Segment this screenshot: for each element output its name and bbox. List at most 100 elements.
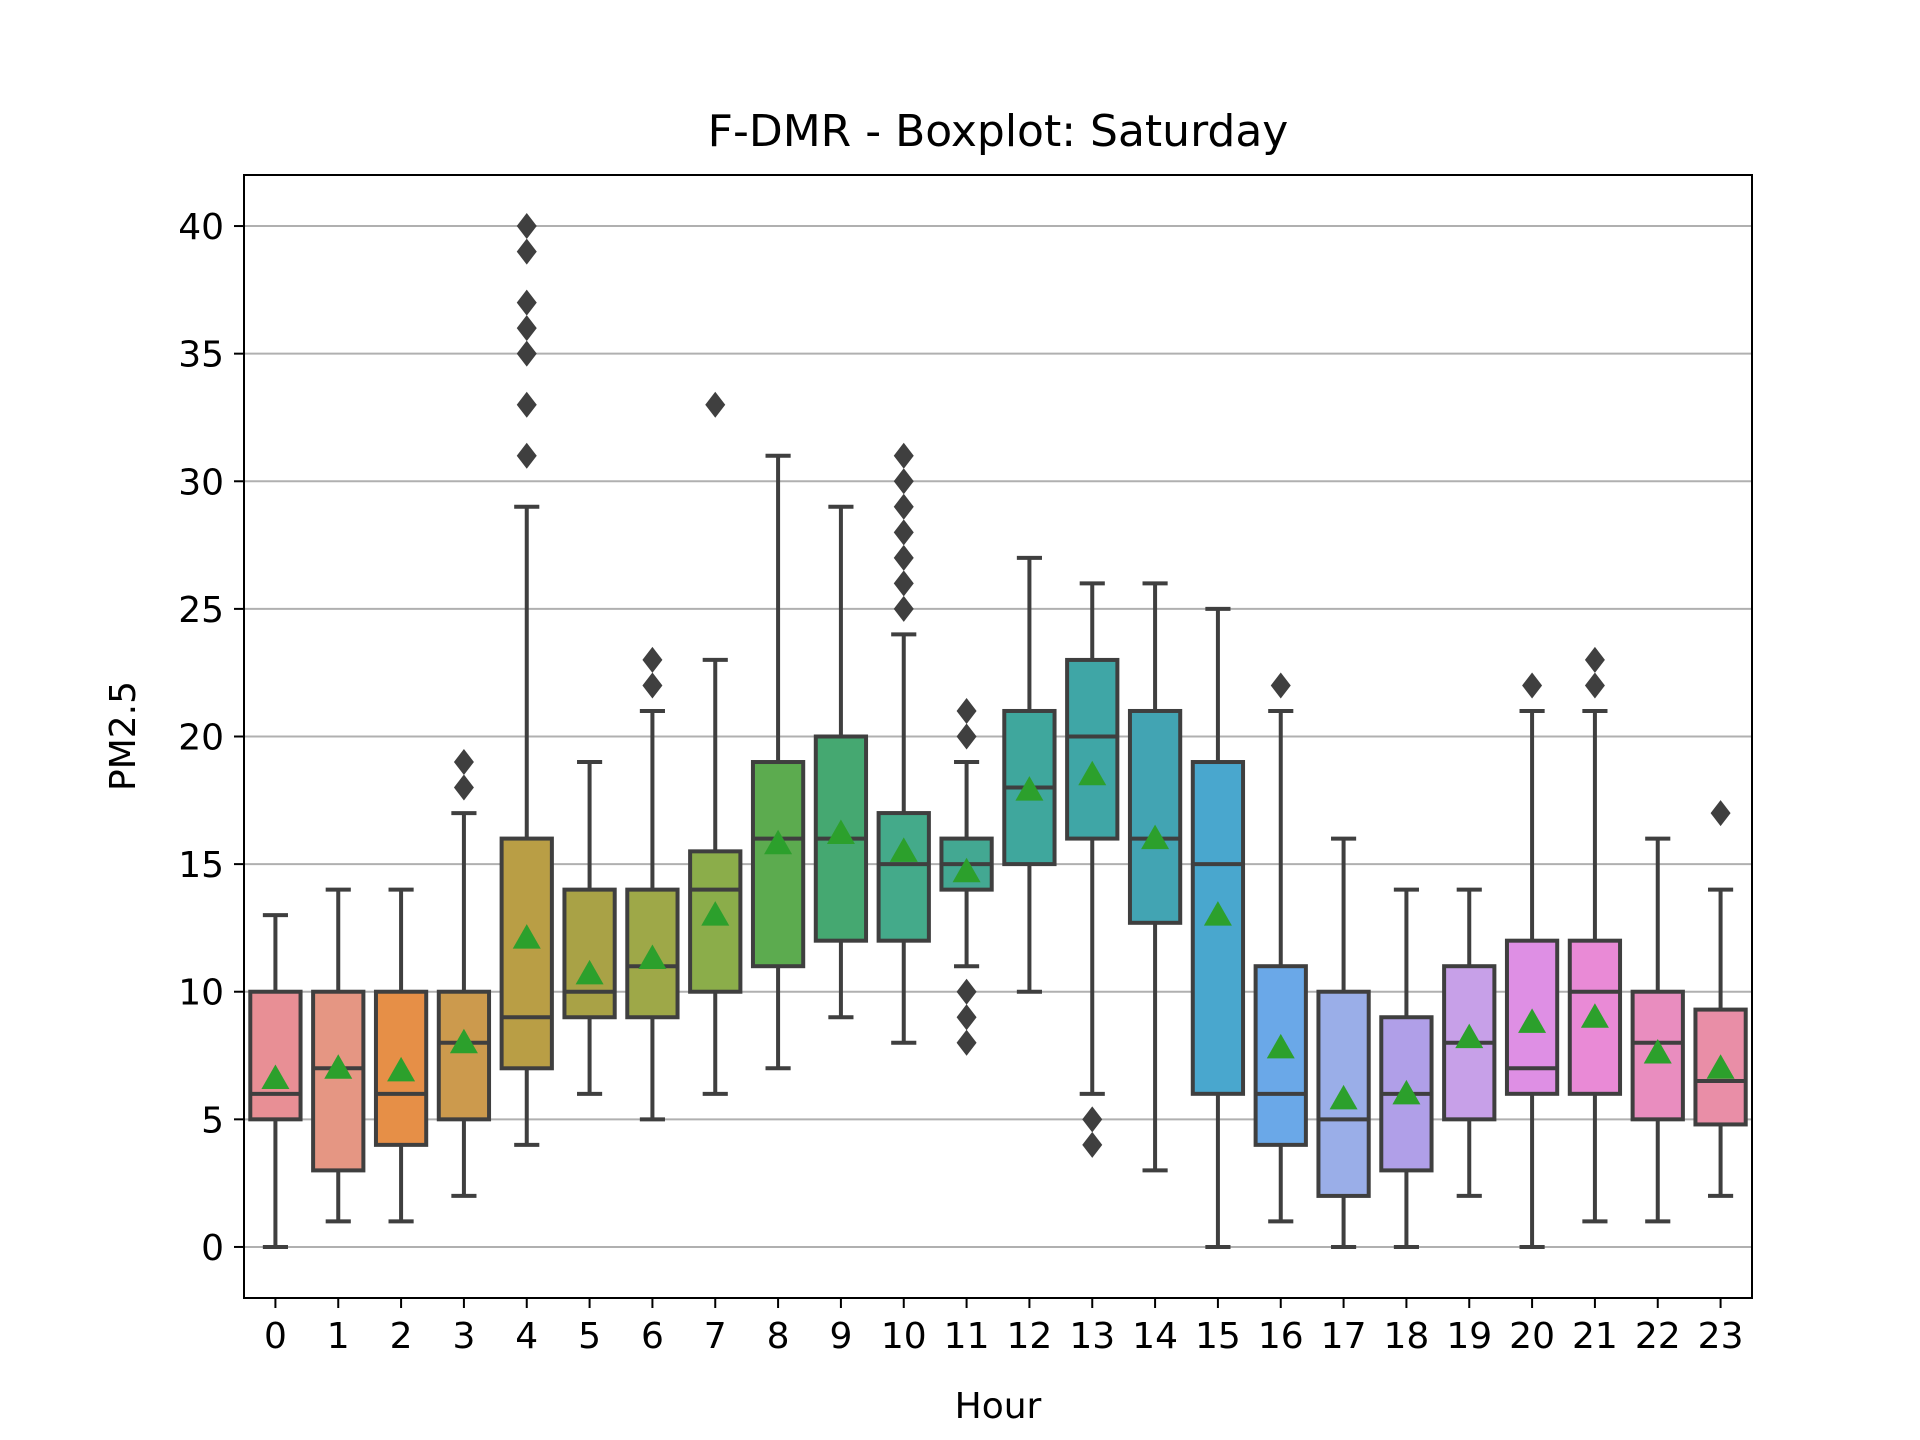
outlier-point: [893, 493, 914, 520]
mean-marker: [1329, 1084, 1358, 1110]
mean-marker: [1706, 1054, 1735, 1079]
x-tick-label: 2: [390, 1316, 413, 1357]
box-hour-7: [688, 391, 743, 1096]
box-iqr: [311, 989, 366, 1173]
mean-marker: [261, 1064, 290, 1090]
y-tick-label: 40: [178, 207, 224, 248]
mean-marker: [1643, 1038, 1672, 1064]
x-tick-label: 19: [1446, 1316, 1492, 1357]
box-hour-14: [1127, 581, 1183, 1173]
box-iqr: [750, 760, 806, 969]
chart-title: F-DMR - Boxplot: Saturday: [708, 106, 1289, 157]
box-iqr: [436, 989, 492, 1122]
box-hour-8: [750, 453, 806, 1071]
x-tick-label: 10: [881, 1316, 927, 1357]
box-layer: [248, 213, 1748, 1249]
x-tick-label: 16: [1258, 1316, 1304, 1357]
box-hour-23: [1693, 800, 1748, 1198]
outlier-point: [516, 340, 537, 367]
y-tick-label: 20: [178, 718, 224, 759]
outlier-point: [893, 468, 914, 495]
x-tick-label: 20: [1509, 1316, 1555, 1357]
x-tick-label: 13: [1069, 1316, 1115, 1357]
outlier-point: [1710, 800, 1731, 827]
mean-marker: [449, 1028, 478, 1054]
box-hour-19: [1442, 887, 1497, 1198]
mean-marker: [764, 829, 793, 855]
mean-marker: [1392, 1079, 1421, 1105]
box-hour-13: [1065, 581, 1120, 1158]
outlier-point: [516, 315, 537, 342]
mean-marker: [1141, 824, 1170, 850]
outlier-point: [893, 595, 914, 622]
y-tick-label: 30: [178, 462, 224, 503]
box-hour-18: [1379, 887, 1434, 1249]
y-tick-label: 35: [178, 335, 224, 376]
x-axis-ticks: 0 1 2 3 4 5 6 7 8 9 10 11 12 13 14 15 16 17 18 19 20 21 22 23: [264, 1298, 1743, 1357]
mean-marker: [1203, 901, 1232, 926]
outlier-point: [956, 978, 977, 1005]
x-tick-label: 4: [515, 1316, 538, 1357]
mean-marker: [638, 944, 667, 970]
x-tick-label: 7: [704, 1316, 727, 1357]
outlier-point: [1082, 1131, 1103, 1158]
outlier-point: [956, 697, 977, 724]
outlier-point: [1082, 1106, 1103, 1133]
box-hour-3: [436, 749, 492, 1198]
mean-marker: [889, 837, 918, 862]
x-tick-label: 21: [1572, 1316, 1618, 1357]
outlier-point: [516, 238, 537, 265]
outlier-point: [516, 213, 537, 240]
box-iqr: [499, 836, 554, 1071]
x-tick-label: 17: [1321, 1316, 1367, 1357]
box-hour-9: [813, 504, 869, 1020]
mean-marker: [324, 1054, 353, 1079]
mean-marker: [1455, 1023, 1484, 1049]
x-tick-label: 18: [1384, 1316, 1430, 1357]
x-tick-label: 5: [578, 1316, 601, 1357]
y-tick-label: 10: [178, 973, 224, 1014]
box-hour-2: [373, 887, 429, 1224]
mean-marker: [952, 857, 981, 883]
outlier-point: [642, 646, 663, 673]
y-tick-label: 25: [178, 590, 224, 631]
box-hour-10: [876, 442, 931, 1045]
box-hour-15: [1190, 606, 1246, 1249]
outlier-point: [516, 289, 537, 316]
box-hour-12: [1002, 555, 1057, 994]
box-iqr: [876, 811, 931, 943]
outlier-point: [956, 1029, 977, 1056]
outlier-point: [1584, 672, 1605, 699]
mean-marker: [387, 1056, 416, 1082]
x-tick-label: 8: [767, 1316, 790, 1357]
outlier-point: [893, 544, 914, 571]
y-axis-label: PM2.5: [103, 681, 144, 791]
outlier-point: [956, 723, 977, 750]
x-tick-label: 12: [1007, 1316, 1053, 1357]
box-iqr: [248, 989, 303, 1122]
box-iqr: [1127, 708, 1183, 925]
box-hour-4: [499, 213, 554, 1147]
x-tick-label: 1: [327, 1316, 350, 1357]
mean-marker: [1078, 760, 1107, 786]
y-tick-label: 15: [178, 845, 224, 886]
outlier-point: [893, 442, 914, 469]
outlier-point: [642, 672, 663, 699]
mean-marker: [512, 924, 541, 949]
mean-marker: [1015, 776, 1044, 801]
outlier-point: [1270, 672, 1291, 699]
x-tick-label: 9: [829, 1316, 852, 1357]
mean-marker: [575, 959, 604, 985]
box-hour-16: [1253, 672, 1308, 1224]
box-hour-20: [1504, 672, 1560, 1249]
y-tick-label: 0: [201, 1228, 224, 1269]
mean-marker: [1518, 1008, 1547, 1033]
x-tick-label: 3: [452, 1316, 475, 1357]
y-axis-ticks: 0 5 10 15 20 25 30 35 40: [178, 207, 244, 1269]
outlier-point: [705, 391, 726, 418]
box-hour-17: [1316, 836, 1371, 1249]
x-tick-label: 11: [944, 1316, 990, 1357]
box-hour-21: [1567, 646, 1623, 1224]
mean-marker: [701, 901, 730, 926]
